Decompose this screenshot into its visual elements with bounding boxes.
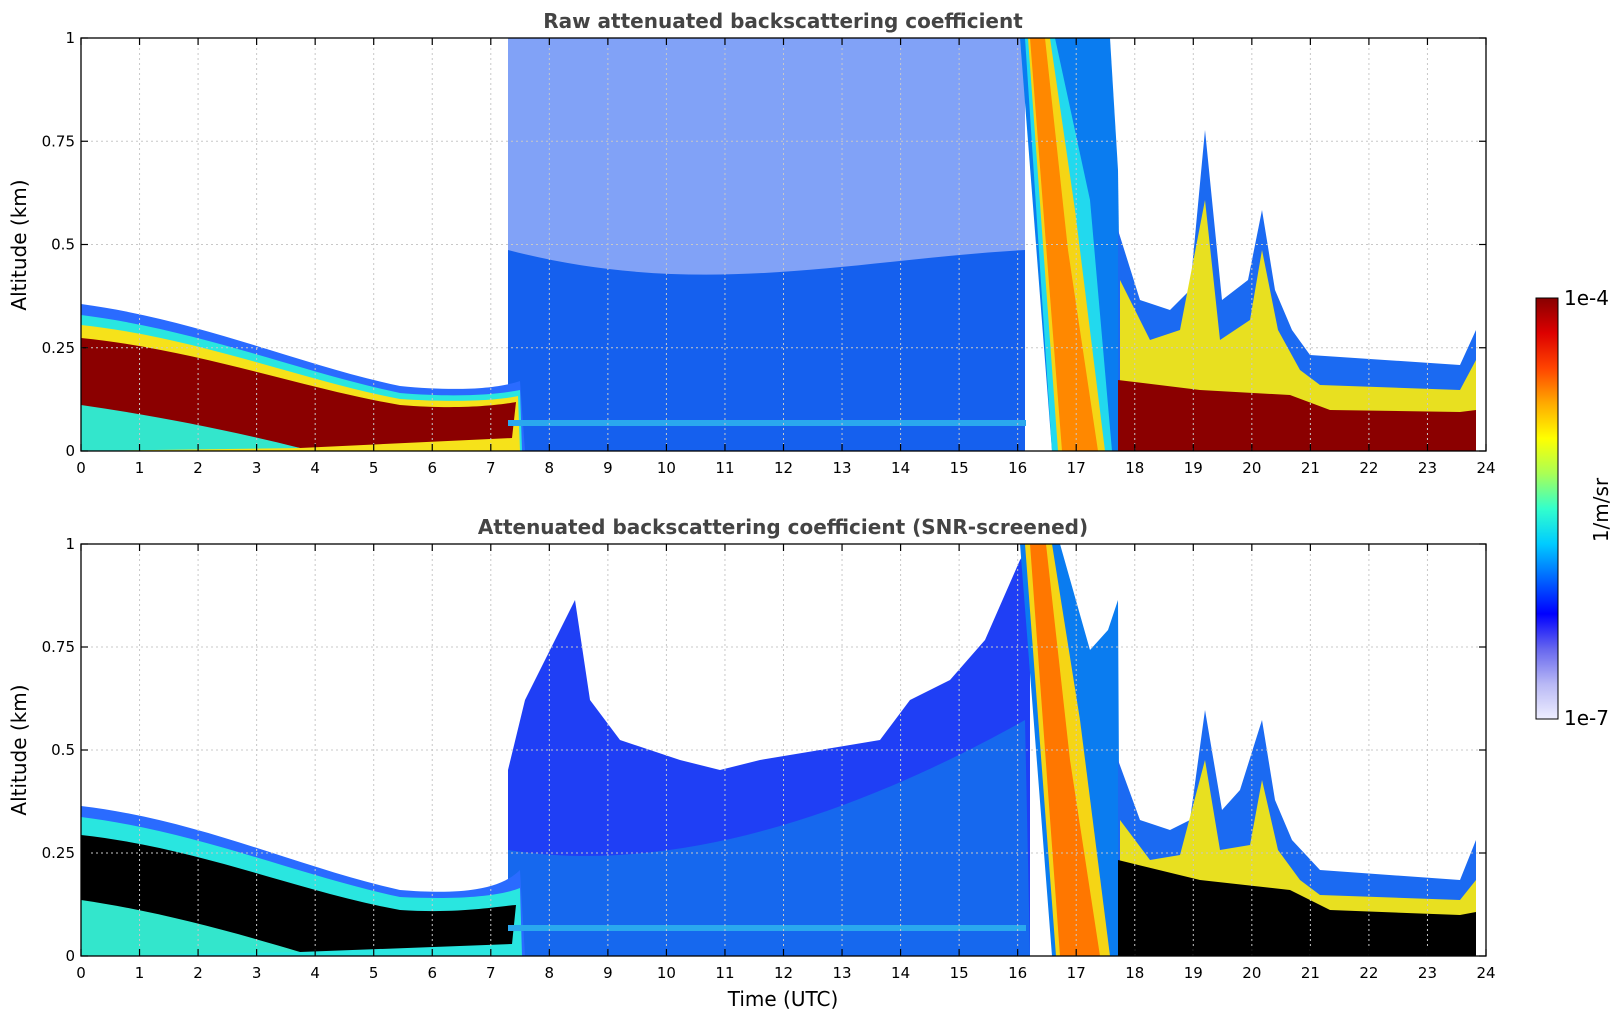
x-tick-label: 12 bbox=[774, 459, 793, 477]
x-tick-label: 8 bbox=[545, 459, 555, 477]
panel-raw-ylabel: Altitude (km) bbox=[7, 179, 31, 310]
x-tick-label: 9 bbox=[603, 964, 613, 982]
y-tick-label: 0.25 bbox=[42, 844, 75, 862]
x-tick-label: 8 bbox=[545, 964, 555, 982]
x-tick-label: 5 bbox=[369, 459, 379, 477]
x-tick-label: 21 bbox=[1301, 459, 1320, 477]
x-tick-label: 17 bbox=[1067, 459, 1086, 477]
x-tick-label: 10 bbox=[657, 964, 676, 982]
x-tick-label: 2 bbox=[193, 459, 203, 477]
x-tick-label: 13 bbox=[832, 964, 851, 982]
panel-raw: Raw attenuated backscattering coefficien… bbox=[7, 9, 1496, 477]
x-tick-label: 22 bbox=[1359, 964, 1378, 982]
x-tick-label: 0 bbox=[76, 459, 86, 477]
x-tick-label: 1 bbox=[135, 459, 145, 477]
y-tick-label: 0.5 bbox=[51, 741, 75, 759]
x-axis-label: Time (UTC) bbox=[727, 987, 839, 1011]
x-tick-label: 17 bbox=[1067, 964, 1086, 982]
x-tick-label: 19 bbox=[1184, 964, 1203, 982]
raw-ground-clutter bbox=[508, 420, 1026, 426]
y-tick-label: 0.25 bbox=[42, 339, 75, 357]
x-tick-label: 21 bbox=[1301, 964, 1320, 982]
x-tick-label: 15 bbox=[950, 964, 969, 982]
x-tick-label: 6 bbox=[427, 459, 437, 477]
x-tick-label: 14 bbox=[891, 459, 910, 477]
raw-noise-lower bbox=[508, 250, 1025, 451]
x-tick-label: 23 bbox=[1418, 964, 1437, 982]
raw-clouds-core bbox=[1118, 380, 1476, 451]
colorbar: 1e-4 1e-7 1/m/sr bbox=[1535, 286, 1613, 730]
x-tick-label: 11 bbox=[715, 964, 734, 982]
x-tick-label: 24 bbox=[1476, 459, 1495, 477]
x-tick-label: 20 bbox=[1242, 459, 1261, 477]
x-tick-label: 9 bbox=[603, 459, 613, 477]
y-tick-label: 1 bbox=[65, 29, 75, 47]
raw-clouds-yellow bbox=[1120, 200, 1476, 451]
screened-ground-clutter bbox=[508, 925, 1026, 931]
panel-screened-yticks: 0 0.25 0.5 0.75 1 bbox=[42, 535, 1486, 965]
x-tick-label: 3 bbox=[252, 964, 262, 982]
panel-screened: Attenuated backscattering coefficient (S… bbox=[7, 515, 1496, 1011]
x-tick-label: 22 bbox=[1359, 459, 1378, 477]
y-tick-label: 0 bbox=[65, 442, 75, 460]
x-tick-label: 18 bbox=[1125, 964, 1144, 982]
colorbar-unit-label: 1/m/sr bbox=[1589, 477, 1613, 542]
x-tick-label: 6 bbox=[427, 964, 437, 982]
x-tick-label: 4 bbox=[310, 964, 320, 982]
x-tick-label: 7 bbox=[486, 964, 496, 982]
y-tick-label: 0.75 bbox=[42, 638, 75, 656]
x-tick-label: 13 bbox=[832, 459, 851, 477]
x-tick-label: 16 bbox=[1008, 459, 1027, 477]
raw-layer-core bbox=[81, 338, 516, 448]
y-tick-label: 1 bbox=[65, 535, 75, 553]
x-tick-label: 16 bbox=[1008, 964, 1027, 982]
y-tick-label: 0.75 bbox=[42, 132, 75, 150]
panel-screened-xticks: 0 1 2 3 4 5 6 7 8 9 10 11 12 13 14 15 16 17 18 19 20 21 22 23 24 bbox=[76, 544, 1496, 982]
x-tick-label: 18 bbox=[1125, 459, 1144, 477]
x-tick-label: 11 bbox=[715, 459, 734, 477]
x-tick-label: 10 bbox=[657, 459, 676, 477]
panel-raw-xticks: 0 1 2 3 4 5 6 7 8 9 10 11 12 13 14 15 16 17 18 19 20 21 22 23 24 bbox=[76, 38, 1496, 477]
panel-raw-yticks: 0 0.25 0.5 0.75 1 bbox=[42, 29, 1486, 460]
x-tick-label: 4 bbox=[310, 459, 320, 477]
x-tick-label: 15 bbox=[950, 459, 969, 477]
x-tick-label: 24 bbox=[1476, 964, 1495, 982]
colorbar-min-label: 1e-7 bbox=[1564, 706, 1609, 730]
x-tick-label: 2 bbox=[193, 964, 203, 982]
y-tick-label: 0.5 bbox=[51, 236, 75, 254]
x-tick-label: 7 bbox=[486, 459, 496, 477]
colorbar-scale bbox=[1535, 297, 1559, 720]
x-tick-label: 14 bbox=[891, 964, 910, 982]
x-tick-label: 23 bbox=[1418, 459, 1437, 477]
x-tick-label: 12 bbox=[774, 964, 793, 982]
panel-screened-title: Attenuated backscattering coefficient (S… bbox=[478, 515, 1088, 539]
panel-screened-grid bbox=[81, 544, 1486, 956]
screened-low-inner bbox=[508, 720, 1030, 956]
panel-screened-ylabel: Altitude (km) bbox=[7, 684, 31, 815]
y-tick-label: 0 bbox=[65, 947, 75, 965]
x-tick-label: 19 bbox=[1184, 459, 1203, 477]
screened-surface-cyan bbox=[81, 900, 300, 956]
screened-clouds-core bbox=[1118, 860, 1476, 956]
x-tick-label: 20 bbox=[1242, 964, 1261, 982]
raw-surface-cyan bbox=[81, 405, 300, 451]
colorbar-max-label: 1e-4 bbox=[1564, 286, 1609, 310]
x-tick-label: 0 bbox=[76, 964, 86, 982]
panel-raw-title: Raw attenuated backscattering coefficien… bbox=[543, 9, 1023, 33]
x-tick-label: 1 bbox=[135, 964, 145, 982]
panel-raw-grid bbox=[81, 38, 1486, 451]
x-tick-label: 3 bbox=[252, 459, 262, 477]
x-tick-label: 5 bbox=[369, 964, 379, 982]
